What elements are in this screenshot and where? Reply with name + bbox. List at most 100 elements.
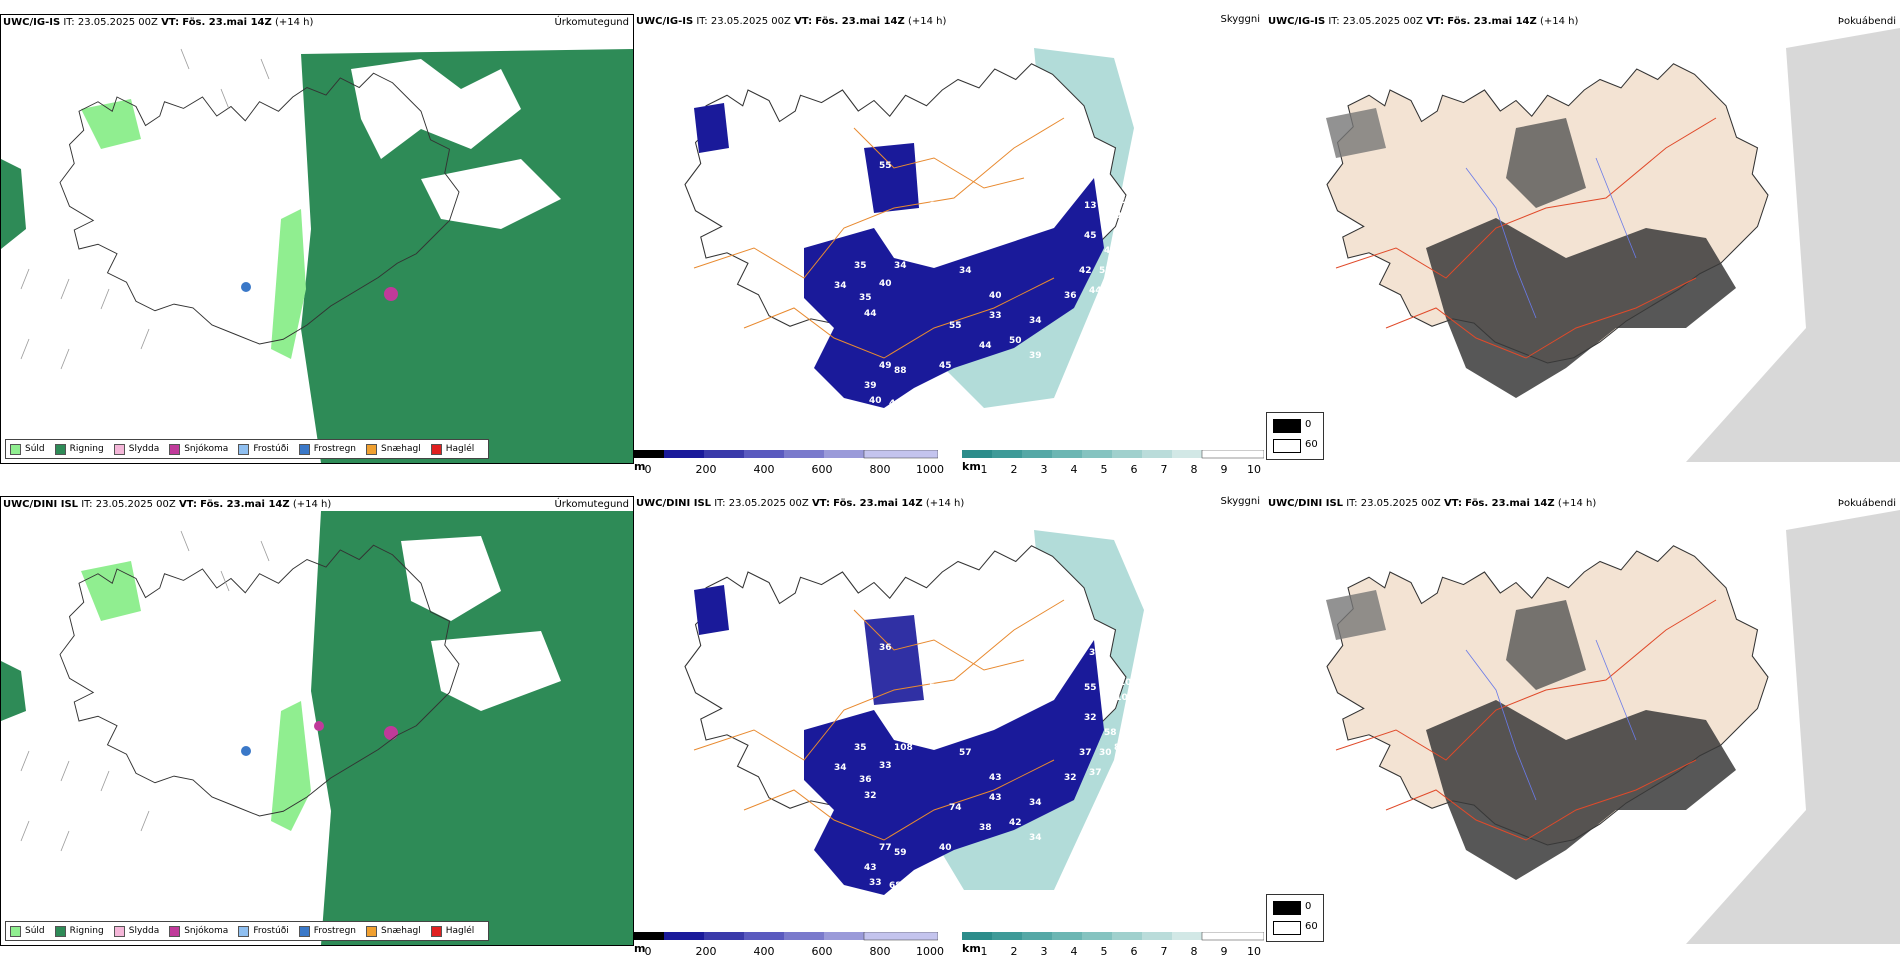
visibility-value-label: 50	[929, 683, 942, 693]
visibility-value-label: 60	[929, 201, 942, 211]
visibility-value-label: 43	[989, 773, 1002, 783]
panel-title: Úrkomutegund	[554, 17, 629, 28]
precip-type-map	[1, 48, 633, 463]
panel-header: UWC/DINI ISL IT: 23.05.2025 00Z VT: Fös.…	[636, 498, 965, 509]
visibility-value-label: 74	[949, 803, 962, 813]
visibility-value-label: 35	[859, 293, 872, 303]
visibility-value-label: 32	[1064, 773, 1077, 783]
visibility-value-label: 37	[1079, 748, 1092, 758]
cbar-unit: m	[634, 460, 646, 473]
legend-item: Rigning	[54, 925, 104, 937]
height-colorbar: m 0 200 400 600 800 1000	[634, 449, 944, 476]
legend-item: Frostregn	[298, 925, 356, 937]
visibility-value-label: 36	[1064, 291, 1077, 301]
visibility-value-label: 46	[889, 399, 902, 409]
visibility-value-label: 49	[879, 361, 892, 371]
panel-title: Skyggni	[1220, 496, 1260, 507]
panel-header: UWC/IG-IS IT: 23.05.2025 00Z VT: Fös. 23…	[636, 16, 947, 27]
visibility-value-label: 33	[869, 878, 882, 888]
visibility-value-label: 34	[894, 261, 907, 271]
height-colorbar-swatch	[634, 931, 939, 941]
visibility-value-label: 34	[1029, 833, 1042, 843]
visibility-value-label: 38	[979, 823, 992, 833]
visibility-value-label: 34	[1029, 316, 1042, 326]
visibility-value-label: 32	[1084, 713, 1097, 723]
visibility-value-label: 35	[854, 743, 867, 753]
visibility-value-label: 58	[1114, 261, 1127, 271]
legend-item: Súld	[10, 443, 45, 455]
visibility-value-label: 13	[1084, 201, 1097, 211]
visibility-value-label: 57	[959, 748, 972, 758]
legend-item: Snjókoma	[169, 443, 228, 455]
visibility-value-label: 36	[879, 643, 892, 653]
visibility-value-label: 33	[989, 311, 1002, 321]
fog-index-panel-row1: UWC/IG-IS IT: 23.05.2025 00Z VT: Fös. 23…	[1266, 14, 1900, 462]
fog-legend: 0 60	[1266, 412, 1324, 460]
visibility-value-label: 50	[1009, 336, 1022, 346]
legend-item: Snæhagl	[366, 925, 421, 937]
fog-index-map	[1326, 28, 1900, 462]
visibility-value-label: 47	[1104, 246, 1117, 256]
legend-item: Frostregn	[298, 443, 356, 455]
visibility-value-label: 45	[1084, 231, 1097, 241]
precip-legend: Súld Rigning Slydda Snjókoma Frostúði Fr…	[5, 439, 490, 459]
panel-title: Þokuábendi	[1837, 498, 1896, 509]
visibility-value-label: 25	[1119, 196, 1132, 206]
visibility-value-label: 100	[1119, 678, 1138, 688]
visibility-value-label: 59	[894, 848, 907, 858]
legend-item: Haglél	[430, 443, 474, 455]
visibility-value-label: 68	[889, 881, 902, 891]
visibility-value-label: 58	[1104, 728, 1117, 738]
precip-type-panel-row1: UWC/IG-IS IT: 23.05.2025 00Z VT: Fös. 23…	[0, 14, 634, 464]
fog-index-map	[1326, 510, 1900, 944]
visibility-value-label: 55	[879, 161, 892, 171]
visibility-value-label: 108	[894, 743, 913, 753]
visibility-value-label: 82	[1114, 743, 1127, 753]
visibility-value-label: 34	[834, 763, 847, 773]
visibility-value-label: 34	[1029, 798, 1042, 808]
visibility-value-label: 77	[879, 843, 892, 853]
legend-item: Frostúði	[238, 925, 289, 937]
legend-item: Haglél	[430, 925, 474, 937]
visibility-value-label: 37	[1089, 768, 1102, 778]
visibility-value-label: 88	[894, 366, 907, 376]
fog-index-panel-row2: UWC/DINI ISL IT: 23.05.2025 00Z VT: Fös.…	[1266, 496, 1900, 944]
cbar-unit: km	[962, 942, 981, 955]
fog-swatch-dark	[1273, 419, 1301, 433]
cbar-unit: m	[634, 942, 646, 955]
visibility-value-label: 34	[834, 281, 847, 291]
visibility-value-label: 33	[879, 761, 892, 771]
panel-title: Skyggni	[1220, 14, 1260, 25]
fog-swatch-light	[1273, 921, 1301, 935]
visibility-value-label: 40	[869, 396, 882, 406]
panel-title: Úrkomutegund	[554, 499, 629, 510]
visibility-value-label: 39	[864, 381, 877, 391]
legend-item: Slydda	[113, 443, 159, 455]
visibility-value-label: 44	[864, 309, 877, 319]
height-colorbar-swatch	[634, 449, 939, 459]
visibility-value-label: 39	[1029, 351, 1042, 361]
visibility-value-label: 44	[979, 341, 992, 351]
fog-legend: 0 60	[1266, 894, 1324, 942]
visibility-colorbar-swatch	[962, 931, 1265, 941]
visibility-value-label: 42	[1079, 266, 1092, 276]
panel-header: UWC/DINI ISL IT: 23.05.2025 00Z VT: Fös.…	[3, 499, 332, 510]
visibility-value-label: 40	[989, 291, 1002, 301]
legend-item: Súld	[10, 925, 45, 937]
visibility-value-label: 40	[939, 843, 952, 853]
visibility-value-label: 44	[1089, 286, 1102, 296]
visibility-value-label: 35	[854, 261, 867, 271]
visibility-value-label: 34	[959, 266, 972, 276]
precip-type-map	[1, 511, 633, 945]
visibility-value-label: 35	[1089, 648, 1102, 658]
precip-legend: Súld Rigning Slydda Snjókoma Frostúði Fr…	[5, 921, 490, 941]
fog-swatch-light	[1273, 439, 1301, 453]
visibility-value-label: 43	[864, 863, 877, 873]
visibility-colorbar-swatch	[962, 449, 1265, 459]
